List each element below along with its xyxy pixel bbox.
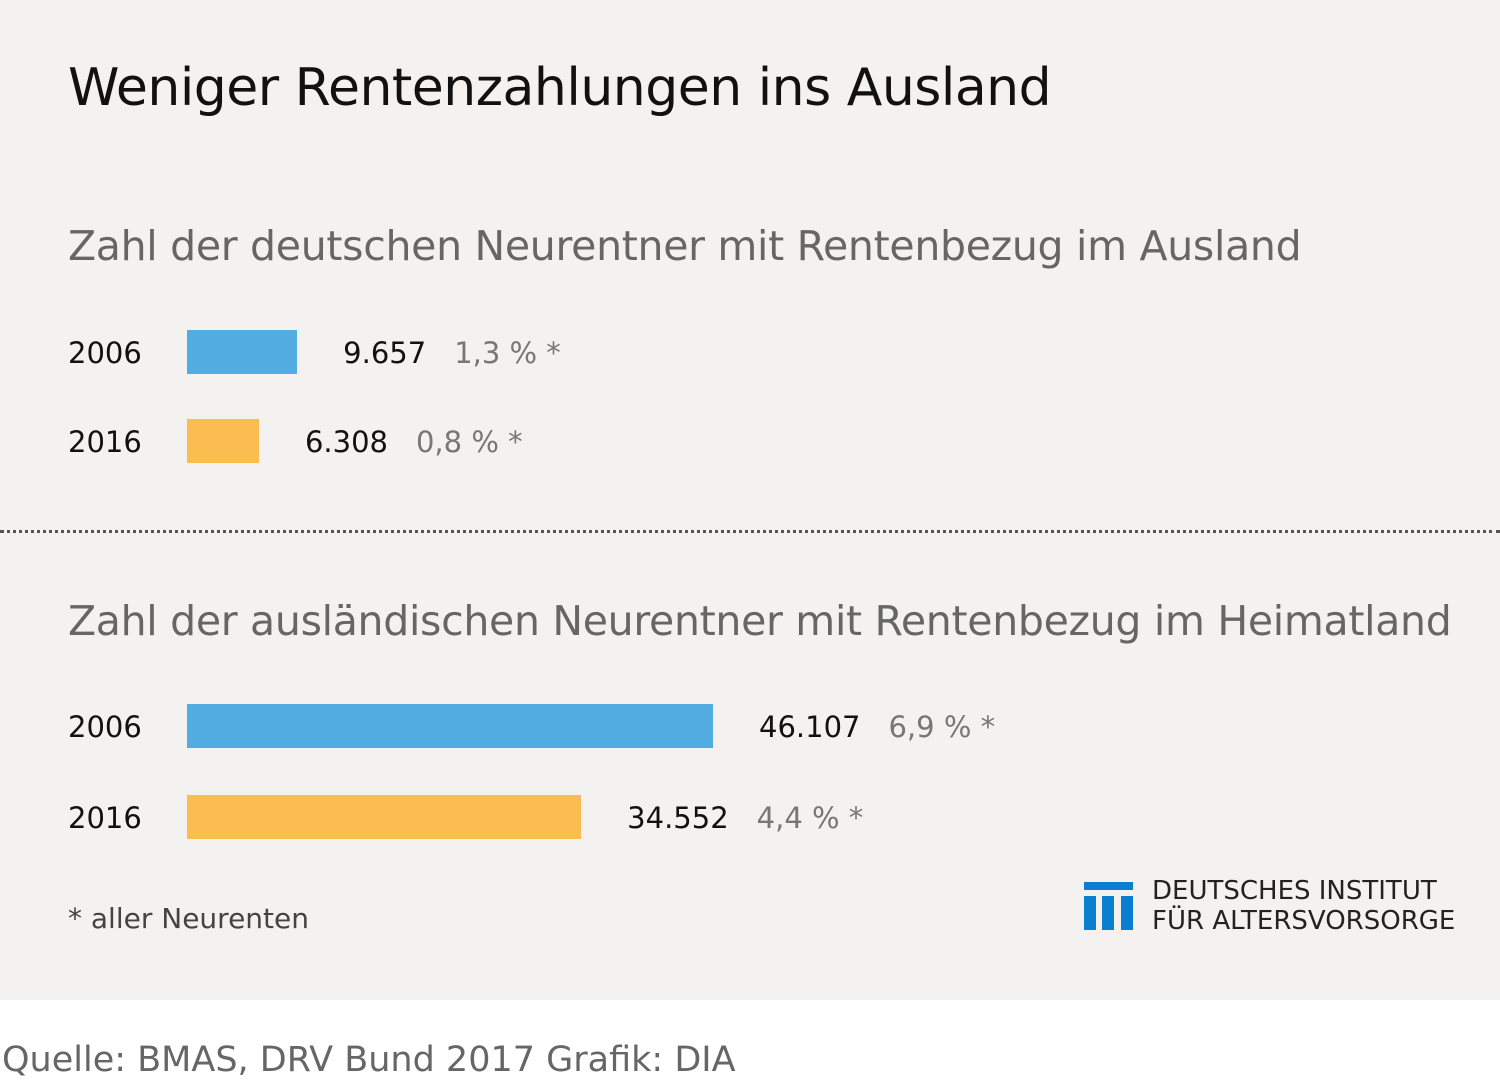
- chart1-label-2016: 6.308 0,8 % *: [305, 425, 523, 459]
- chart2-label-2016: 34.552 4,4 % *: [627, 801, 863, 835]
- chart1-year-2016: 2016: [68, 425, 142, 459]
- chart1-value-2016: 6.308: [304, 425, 388, 459]
- chart1-year-2006: 2006: [68, 336, 142, 370]
- chart2-title: Zahl der ausländischen Neurentner mit Re…: [68, 597, 1452, 645]
- chart2-bar-2016: [187, 795, 582, 839]
- chart1-value-2006: 9.657: [343, 336, 427, 370]
- source-credit: Quelle: BMAS, DRV Bund 2017 Grafik: DIA: [2, 1040, 736, 1080]
- chart1-bar-2006: [187, 330, 298, 374]
- chart2-label-2006: 46.107 6,9 % *: [759, 710, 995, 744]
- chart2-share-2016: 4,4 % *: [756, 801, 864, 835]
- dotted-divider: [0, 530, 1500, 533]
- dia-logo-text: DEUTSCHES INSTITUT FÜR ALTERSVORSORGE: [1152, 876, 1455, 936]
- logo-line2: FÜR ALTERSVORSORGE: [1152, 906, 1456, 936]
- chart-panel: [0, 0, 1500, 1000]
- chart1-label-2006: 9.657 1,3 % *: [343, 336, 561, 370]
- chart2-bar-2006: [187, 704, 713, 748]
- chart2-value-2006: 46.107: [759, 710, 861, 744]
- chart1-share-2016: 0,8 % *: [415, 425, 523, 459]
- footnote: * aller Neurenten: [68, 902, 309, 935]
- logo-line1: DEUTSCHES INSTITUT: [1152, 876, 1437, 906]
- chart2-year-2016: 2016: [68, 801, 142, 835]
- chart2-share-2006: 6,9 % *: [888, 710, 996, 744]
- chart1-share-2006: 1,3 % *: [454, 336, 561, 370]
- chart1-title: Zahl der deutschen Neurentner mit Renten…: [68, 222, 1302, 270]
- chart2-value-2016: 34.552: [627, 801, 729, 835]
- chart-title: Weniger Rentenzahlungen ins Ausland: [68, 58, 1052, 118]
- chart1-bar-2016: [187, 419, 259, 463]
- chart2-year-2006: 2006: [68, 710, 142, 744]
